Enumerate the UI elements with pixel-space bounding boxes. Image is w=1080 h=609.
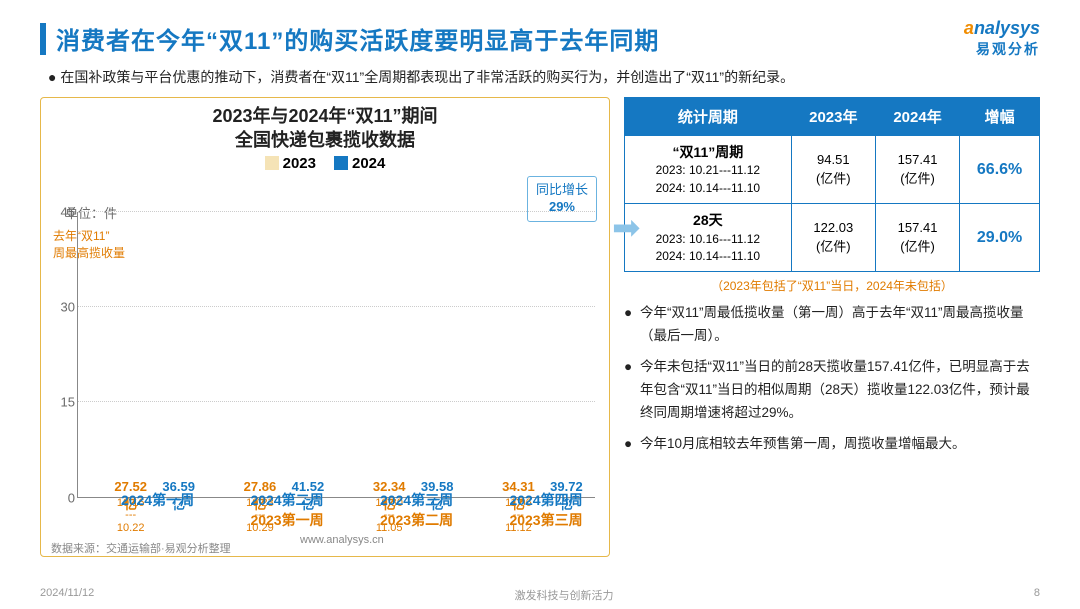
legend-swatch-2023 xyxy=(265,156,279,170)
title-accent-bar xyxy=(40,23,46,55)
summary-table: 统计周期2023年2024年增幅 “双11”周期2023: 10.21---11… xyxy=(624,97,1040,272)
footer-url: www.analysys.cn xyxy=(300,534,384,546)
legend-swatch-2024 xyxy=(334,156,348,170)
chart-area: 0153045 27.52亿10.16---10.2236.59亿10.14--… xyxy=(77,212,595,522)
chart-panel: 2023年与2024年“双11”期间全国快递包裹揽收数据 2023 2024 单… xyxy=(40,97,610,557)
page-title: 消费者在今年“双11”的购买活跃度要明显高于去年同期 xyxy=(56,21,659,56)
arrow-icon: ➡ xyxy=(612,208,641,248)
logo-brand: analysys xyxy=(964,18,1040,39)
lead-text: 在国补政策与平台优惠的推动下，消费者在“双11”全周期都表现出了非常活跃的购买行… xyxy=(48,67,1040,87)
footer-date: 2024/11/12 xyxy=(40,587,94,603)
table-note: （2023年包括了“双11”当日，2024年未包括） xyxy=(624,277,1040,294)
insight-bullets: 今年“双11”周最低揽收量（第一周）高于去年“双11”周最高揽收量（最后一周）。… xyxy=(624,302,1040,464)
footer-center: 激发科技与创新活力 xyxy=(515,587,614,603)
chart-title: 2023年与2024年“双11”期间全国快递包裹揽收数据 xyxy=(51,104,599,153)
chart-legend: 2023 2024 xyxy=(51,155,599,172)
logo: analysys 易观分析 xyxy=(964,18,1040,59)
logo-cn: 易观分析 xyxy=(964,39,1040,59)
footer-page: 8 xyxy=(1034,587,1040,603)
footer: 2024/11/12 激发科技与创新活力 8 xyxy=(40,587,1040,603)
header: 消费者在今年“双11”的购买活跃度要明显高于去年同期 analysys 易观分析 xyxy=(40,18,1040,59)
